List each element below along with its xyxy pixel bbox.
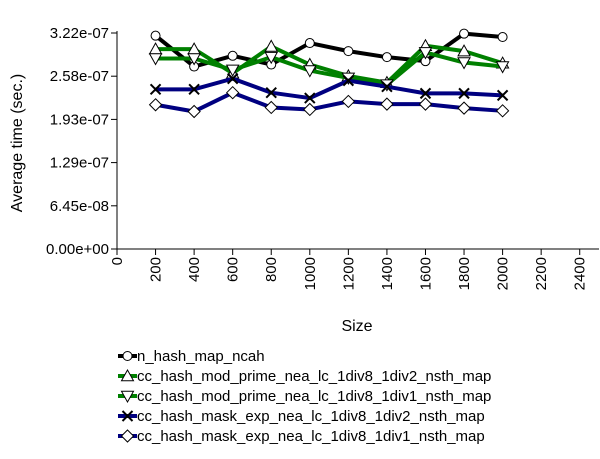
data-point: [150, 30, 161, 41]
x-tick-label: 2400: [572, 257, 589, 290]
data-point: [264, 51, 279, 65]
series-line: [155, 76, 503, 101]
data-point: [264, 39, 279, 52]
data-point: [148, 53, 163, 66]
legend-label: cc_hash_mod_prime_nea_lc_1div8_1div1_nst…: [137, 388, 491, 405]
data-point: [302, 65, 317, 78]
data-point: [495, 104, 510, 118]
y-tick-label: 0.00e+00: [46, 241, 109, 258]
data-point: [419, 87, 432, 100]
legend-marker: [120, 368, 135, 382]
data-point: [188, 83, 200, 96]
x-tick-label: 2200: [533, 257, 550, 290]
legend-item-4: cc_hash_mask_exp_nea_lc_1div8_1div2_nsth…: [118, 408, 485, 425]
x-tick-label: 1800: [456, 257, 473, 290]
x-tick-label: 2000: [495, 257, 512, 290]
legend-label: cc_hash_mod_prime_nea_lc_1div8_1div2_nst…: [137, 368, 491, 385]
y-tick-label: 1.93e-07: [50, 111, 109, 128]
x-tick-label: 1400: [379, 257, 396, 290]
series-line: [155, 90, 503, 114]
data-point: [225, 64, 240, 77]
x-tick-label: 1200: [340, 257, 357, 290]
data-point: [225, 85, 240, 100]
data-point: [148, 98, 163, 112]
x-tick-label: 600: [225, 257, 242, 282]
data-point: [227, 50, 238, 61]
data-point: [265, 86, 277, 99]
data-point: [149, 83, 162, 96]
x-tick-label: 800: [263, 257, 280, 282]
data-point: [341, 94, 356, 109]
y-tick-label: 2.58e-07: [50, 68, 109, 85]
data-point: [304, 92, 316, 104]
x-tick-label: 400: [186, 257, 203, 282]
x-tick-label: 1600: [417, 257, 434, 290]
y-tick-label: 1.29e-07: [50, 155, 109, 172]
y-axis-title: Average time (sec.): [9, 74, 26, 212]
data-point: [343, 46, 354, 57]
data-point: [457, 101, 471, 115]
series-3: [148, 47, 510, 92]
legend-marker: [122, 351, 133, 361]
series-line: [155, 43, 504, 85]
legend-marker: [121, 410, 134, 422]
data-point: [457, 57, 471, 70]
data-point: [342, 74, 355, 87]
legend-label: n_hash_map_ncah: [137, 348, 265, 365]
data-point: [496, 89, 509, 102]
data-point: [457, 44, 471, 57]
plot-area: [148, 28, 510, 119]
data-point: [226, 72, 239, 85]
x-axis-title: Size: [341, 318, 372, 335]
data-point: [418, 97, 433, 111]
data-point: [497, 32, 508, 43]
legend-item-5: cc_hash_mask_exp_nea_lc_1div8_1div1_nsth…: [118, 428, 485, 445]
legend-item-1: n_hash_map_ncah: [118, 348, 265, 365]
data-point: [458, 87, 470, 100]
data-point: [380, 97, 394, 111]
y-tick-label: 3.22e-07: [50, 25, 109, 42]
data-point: [187, 104, 201, 119]
data-point: [381, 52, 392, 63]
legend-marker: [120, 390, 135, 404]
legend-item-2: cc_hash_mod_prime_nea_lc_1div8_1div2_nst…: [118, 368, 491, 385]
x-tick-label: 1000: [302, 257, 319, 290]
data-point: [303, 102, 317, 117]
data-point: [187, 53, 201, 66]
legend: n_hash_map_ncah cc_hash_mod_prime_nea_lc_…: [118, 348, 491, 445]
data-point: [381, 80, 393, 93]
x-tick-label: 200: [148, 257, 165, 282]
legend-label: cc_hash_mask_exp_nea_lc_1div8_1div1_nsth…: [137, 428, 485, 445]
legend-item-3: cc_hash_mod_prime_nea_lc_1div8_1div1_nst…: [118, 388, 491, 405]
data-point: [304, 38, 315, 49]
data-point: [418, 47, 433, 60]
series-line: [155, 50, 503, 87]
y-tick-label: 6.45e-08: [50, 198, 109, 215]
data-point: [495, 61, 510, 74]
data-point: [264, 100, 278, 115]
legend-label: cc_hash_mask_exp_nea_lc_1div8_1div2_nsth…: [137, 408, 485, 425]
x-tick-label: 0: [109, 257, 126, 265]
x-axis: 0 200 400 600 800 1000 1200 1400 1600 1800 2000 220…: [109, 248, 599, 290]
series-5: [148, 85, 510, 119]
y-axis: 0.00e+00 6.45e-08 1.29e-07 1.93e-07 2.58e-07…: [46, 25, 118, 258]
series-4: [149, 72, 509, 104]
data-point: [459, 28, 470, 39]
legend-marker: [120, 429, 135, 443]
